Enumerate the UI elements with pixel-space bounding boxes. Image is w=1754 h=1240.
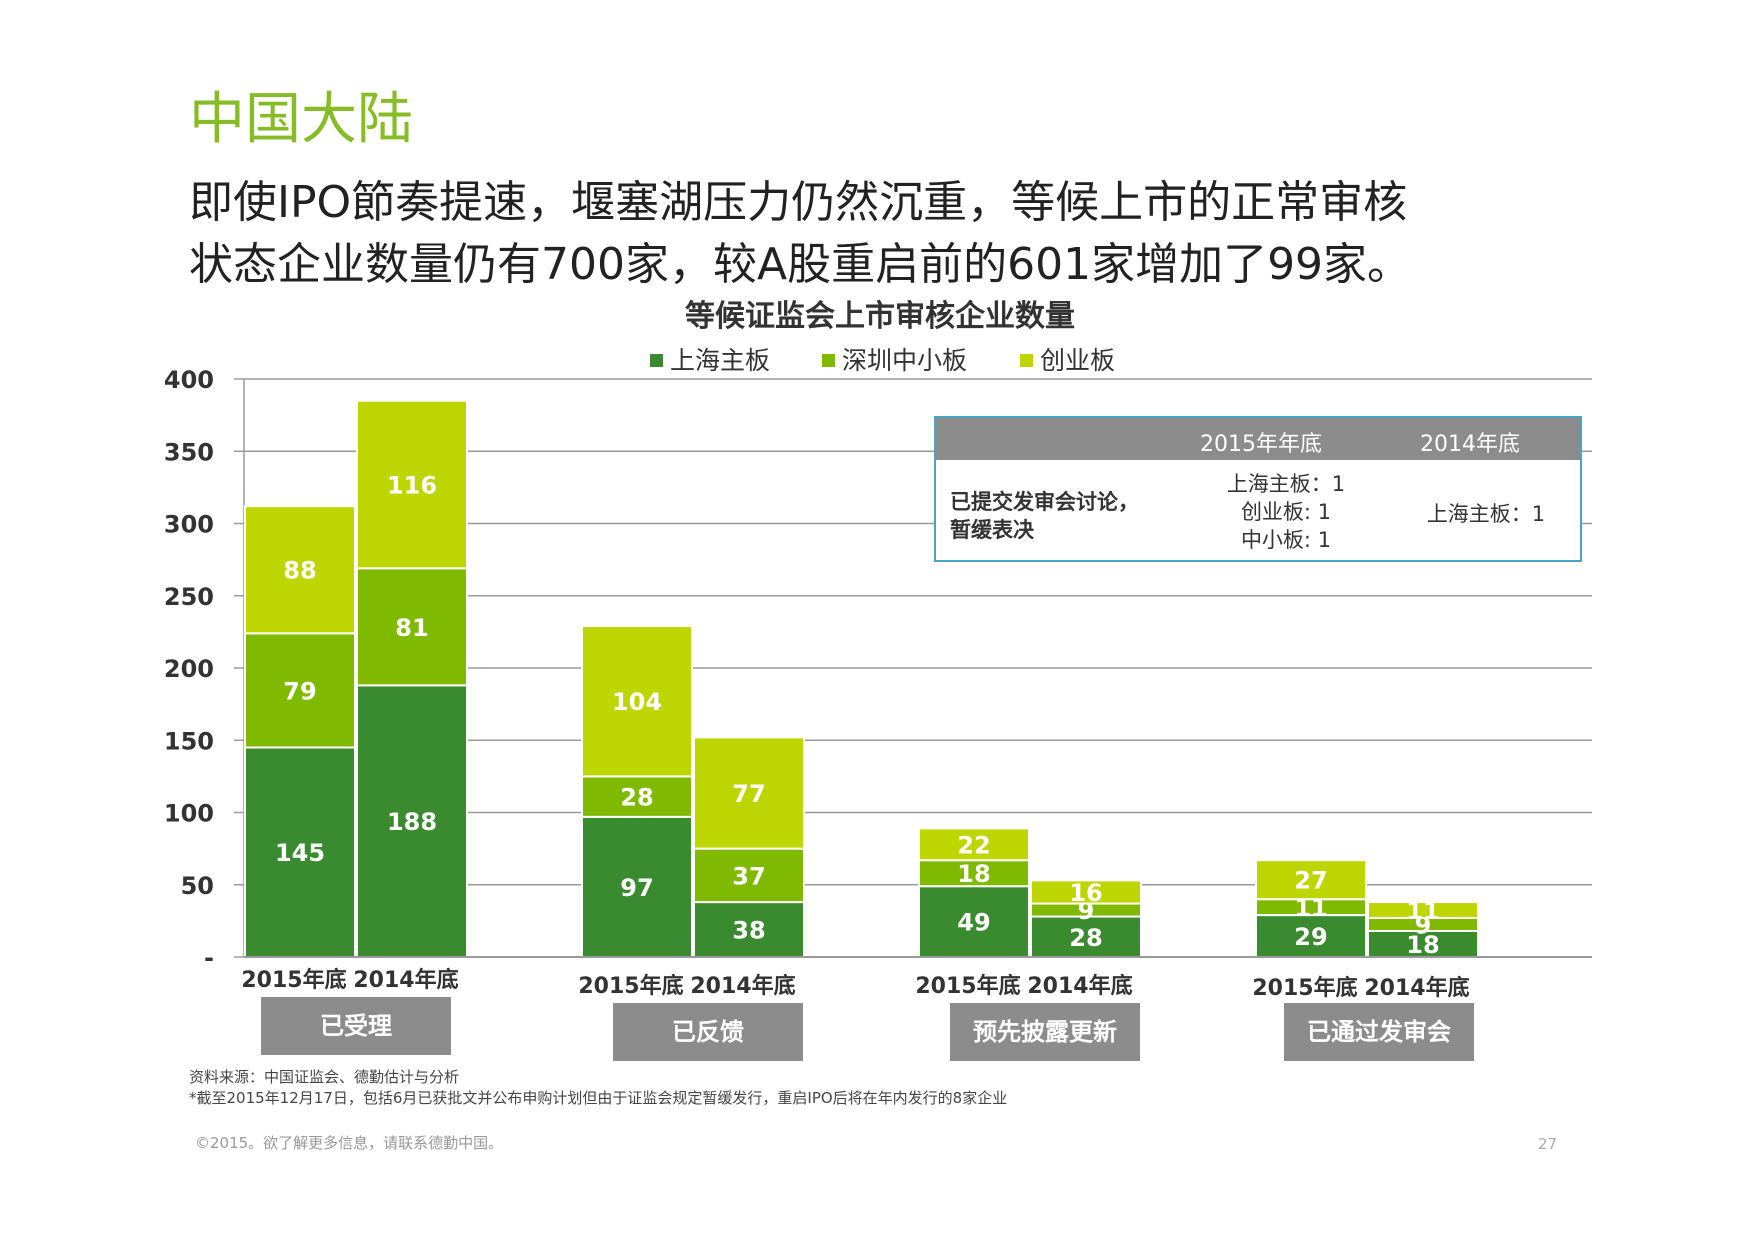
data-label: 22 xyxy=(957,831,990,859)
bar-segment xyxy=(244,746,356,958)
category-label: 2014年底 xyxy=(690,973,795,999)
bar-segment xyxy=(356,684,468,959)
row-label-line-1: 已提交发审会讨论， xyxy=(950,490,1139,514)
data-label: 81 xyxy=(395,614,428,642)
cell-2015-line-2: 创业板: 1 xyxy=(1240,500,1332,524)
category-label: 2014年底 xyxy=(353,967,458,993)
group-label-feedback[interactable]: 已反馈 xyxy=(613,1003,803,1061)
y-tick-label: 200 xyxy=(164,655,214,683)
bar-segment xyxy=(581,775,693,818)
y-tick-label: 100 xyxy=(164,800,214,828)
bar-segment xyxy=(244,505,356,635)
data-label: 188 xyxy=(387,808,437,836)
legend-swatch xyxy=(1020,354,1033,367)
bar-segment xyxy=(693,901,805,959)
category-label: 2015年底 xyxy=(915,973,1020,999)
y-tick-label: - xyxy=(204,944,214,972)
group-label-accepted[interactable]: 已受理 xyxy=(261,997,451,1055)
bar-segment xyxy=(1255,859,1367,901)
group-label-approved[interactable]: 已通过发审会 xyxy=(1284,1003,1474,1061)
y-tick-label: 300 xyxy=(164,511,214,539)
headline-line-1: 即使IPO節奏提速，堰塞湖压力仍然沉重，等候上市的正常审核 xyxy=(189,177,1408,228)
bar-segment xyxy=(693,736,805,850)
x-axis: 2015年底 2014年底 2015年底 2014年底 2015年底 2014年底 2015… xyxy=(241,956,1592,1001)
data-label: 11 xyxy=(1406,897,1439,925)
y-tick-label: 250 xyxy=(164,583,214,611)
data-label: 27 xyxy=(1294,867,1327,895)
y-tick-label: 400 xyxy=(164,366,214,394)
section-title: 中国大陆 xyxy=(189,87,413,152)
cell-2015-line-1: 上海主板：1 xyxy=(1226,472,1346,496)
data-label: 28 xyxy=(1069,924,1102,952)
bar-segment xyxy=(1255,914,1367,958)
headline: 即使IPO節奏提速，堰塞湖压力仍然沉重，等候上市的正常审核 状态企业数量仍有70… xyxy=(189,172,1619,296)
legend-label: 创业板 xyxy=(1040,346,1115,375)
headline-line-2: 状态企业数量仍有700家，较A股重启前的601家增加了99家。 xyxy=(189,239,1412,290)
group-label-disclosure-update[interactable]: 预先披露更新 xyxy=(950,1003,1140,1061)
y-axis: - 50 100 150 200 250 300 350 400 xyxy=(164,366,245,972)
table-header: 2015年年底 2014年底 xyxy=(936,418,1580,460)
page-number: 27 xyxy=(1538,1135,1558,1153)
data-label: 97 xyxy=(620,874,653,902)
cell-2015-line-3: 中小板: 1 xyxy=(1240,528,1332,552)
copyright: ©2015。欲了解更多信息，请联系德勤中国。 xyxy=(195,1134,504,1152)
data-label: 104 xyxy=(612,688,662,716)
legend-label: 上海主板 xyxy=(670,346,770,375)
legend: 上海主板 深圳中小板 创业板 xyxy=(650,346,1115,375)
legend-label: 深圳中小板 xyxy=(842,346,967,375)
source-note: 资料来源：中国证监会、德勤估计与分析 xyxy=(189,1068,460,1086)
data-label: 49 xyxy=(957,909,990,937)
bar-segment xyxy=(581,815,693,959)
deferred-vote-table: 2015年年底 2014年底 已提交发审会讨论， 暂缓表决 上海主板：1 创业板… xyxy=(934,416,1582,562)
bar-segment xyxy=(1030,879,1142,905)
legend-swatch xyxy=(650,354,663,367)
bar-segment xyxy=(356,399,468,570)
data-label: 18 xyxy=(957,860,990,888)
category-label: 2015年底 xyxy=(241,967,346,993)
data-label: 29 xyxy=(1294,923,1327,951)
y-tick-label: 50 xyxy=(181,872,214,900)
data-label: 18 xyxy=(1406,931,1439,959)
table-cell-2014: 上海主板：1 xyxy=(1426,502,1546,526)
data-label: 77 xyxy=(732,780,765,808)
bar-segment xyxy=(1367,901,1479,919)
category-label: 2014年底 xyxy=(1027,973,1132,999)
bars: 1457988188811169728104383777491822289162… xyxy=(244,399,1479,959)
legend-swatch xyxy=(822,354,835,367)
data-label: 16 xyxy=(1069,879,1102,907)
row-label-line-2: 暂缓表决 xyxy=(950,518,1034,542)
table-cell-2015: 上海主板：1 创业板: 1 中小板: 1 xyxy=(1186,470,1386,554)
table-col-2014: 2014年底 xyxy=(1420,432,1520,457)
data-label: 37 xyxy=(732,862,765,890)
bar-segment xyxy=(244,632,356,749)
data-label: 116 xyxy=(387,471,437,499)
bar-segment xyxy=(581,625,693,778)
bar-segment xyxy=(356,567,468,687)
table-col-2015: 2015年年底 xyxy=(1200,432,1322,457)
category-label: 2015年底 xyxy=(578,973,683,999)
data-label: 79 xyxy=(283,677,316,705)
category-label: 2015年底 xyxy=(1252,975,1357,1001)
bar-segment xyxy=(1367,929,1479,958)
data-label: 88 xyxy=(283,557,316,585)
data-label: 38 xyxy=(732,917,765,945)
y-tick-label: 350 xyxy=(164,438,214,466)
bar-segment xyxy=(693,847,805,904)
table-row: 已提交发审会讨论， 暂缓表决 上海主板：1 创业板: 1 中小板: 1 上海主板… xyxy=(936,460,1580,560)
chart-title: 等候证监会上市审核企业数量 xyxy=(685,299,1075,334)
bar-segment xyxy=(918,827,1030,862)
table-row-label: 已提交发审会讨论， 暂缓表决 xyxy=(950,488,1180,544)
data-label: 145 xyxy=(275,839,325,867)
y-tick-label: 150 xyxy=(164,727,214,755)
data-label: 28 xyxy=(620,784,653,812)
category-label: 2014年底 xyxy=(1364,975,1469,1001)
footnote: *截至2015年12月17日，包括6月已获批文并公布申购计划但由于证监会规定暂缓… xyxy=(189,1089,1008,1107)
